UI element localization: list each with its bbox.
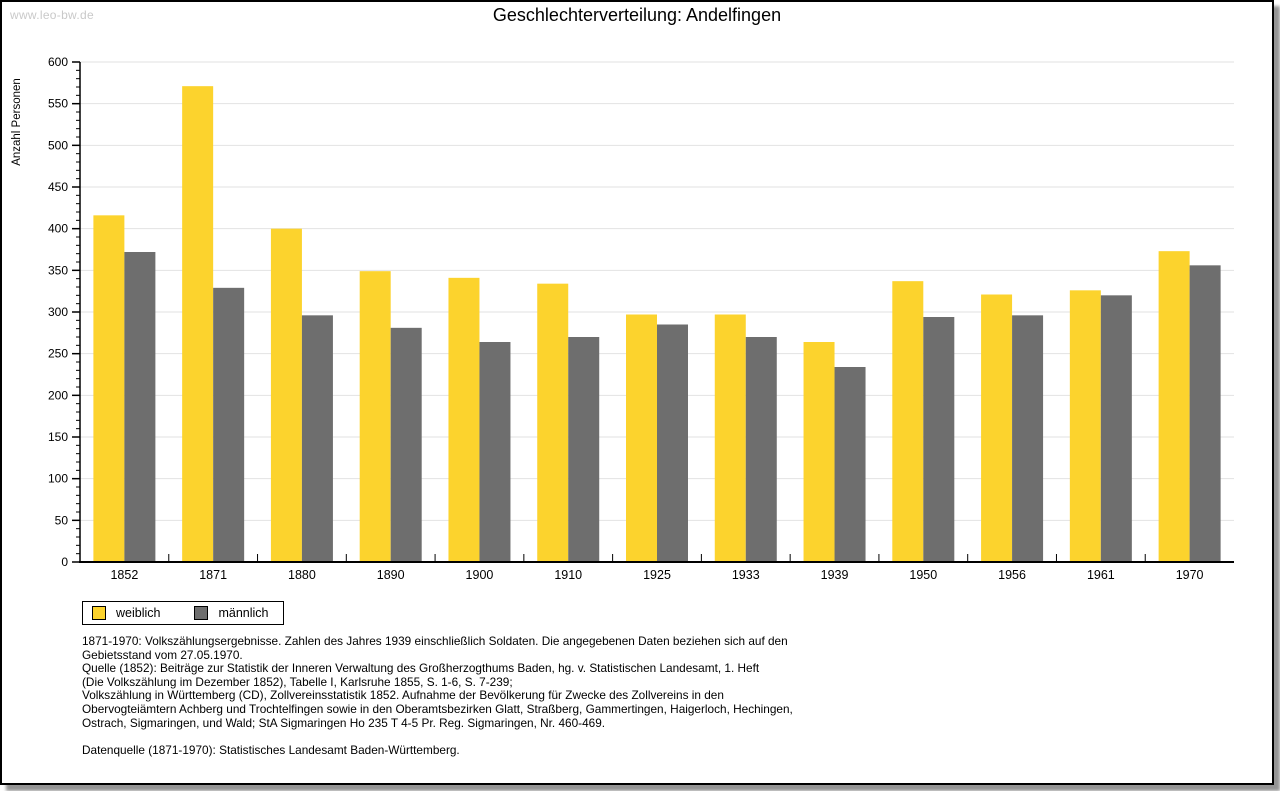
bar-maennlich-1852 bbox=[124, 252, 156, 562]
x-tick-label: 1890 bbox=[377, 568, 405, 582]
y-tick-label: 550 bbox=[48, 97, 68, 111]
x-tick-label: 1852 bbox=[110, 568, 138, 582]
bar-chart: 1852 1871 1880 1890 1900 1910 1925 1933 1939 1950… bbox=[11, 55, 1234, 582]
legend-label-maennlich: männlich bbox=[218, 606, 269, 620]
y-tick-label: 500 bbox=[48, 138, 68, 152]
bar-maennlich-1871 bbox=[213, 287, 245, 562]
footnote-line: (Die Volkszählung im Dezember 1852), Tab… bbox=[82, 674, 513, 689]
y-tick-label: 350 bbox=[48, 263, 68, 277]
bar-maennlich-1939 bbox=[834, 367, 866, 562]
legend-item-weiblich: weiblich bbox=[92, 606, 160, 620]
y-tick-label: 50 bbox=[55, 513, 69, 527]
bar-weiblich-1852 bbox=[93, 215, 125, 563]
x-tick-label: 1900 bbox=[466, 568, 494, 582]
footnote-line: Volkszählung in Württemberg (CD), Zollve… bbox=[82, 688, 724, 703]
bar-weiblich-1900 bbox=[448, 277, 480, 562]
bar-weiblich-1910 bbox=[537, 283, 569, 562]
watermark: www.leo-bw.de bbox=[10, 8, 94, 22]
y-tick-label: 0 bbox=[61, 555, 68, 569]
legend: weiblich männlich bbox=[82, 601, 284, 625]
y-tick-label: 600 bbox=[48, 55, 68, 69]
footnote-line: 1871-1970: Volkszählungsergebnisse. Zahl… bbox=[82, 634, 788, 648]
legend-swatch-maennlich bbox=[194, 606, 209, 620]
bar-maennlich-1933 bbox=[745, 337, 777, 562]
y-axis-title: Anzahl Personen bbox=[11, 78, 23, 166]
x-tick-label: 1939 bbox=[821, 568, 849, 582]
bar-maennlich-1970 bbox=[1189, 265, 1221, 562]
bar-maennlich-1956 bbox=[1012, 315, 1044, 562]
bar-maennlich-1910 bbox=[568, 337, 600, 562]
footnote-line: Obervogteiämtern Achberg und Trochtelfin… bbox=[82, 701, 793, 716]
legend-swatch-weiblich bbox=[92, 606, 106, 620]
x-tick-label: 1956 bbox=[998, 568, 1026, 582]
bar-weiblich-1939 bbox=[803, 342, 835, 562]
bar-maennlich-1950 bbox=[923, 317, 955, 562]
bar-weiblich-1925 bbox=[626, 314, 657, 562]
bar-weiblich-1950 bbox=[892, 281, 924, 562]
bar-weiblich-1890 bbox=[359, 271, 391, 562]
bar-maennlich-1961 bbox=[1100, 295, 1132, 562]
x-tick-label: 1880 bbox=[288, 568, 316, 582]
y-tick-label: 100 bbox=[48, 472, 68, 486]
bar-maennlich-1890 bbox=[390, 327, 422, 562]
bar-maennlich-1900 bbox=[479, 342, 511, 562]
bar-maennlich-1880 bbox=[301, 315, 333, 562]
legend-label-weiblich: weiblich bbox=[116, 606, 161, 620]
y-tick-label: 450 bbox=[48, 180, 68, 194]
y-tick-label: 300 bbox=[48, 305, 68, 319]
y-tick-label: 200 bbox=[48, 388, 68, 402]
x-tick-label: 1970 bbox=[1176, 568, 1204, 582]
footnote-line: Gebietsstand vom 27.05.1970. bbox=[82, 647, 243, 662]
legend-item-maennlich: männlich bbox=[194, 606, 269, 620]
bar-weiblich-1871 bbox=[182, 86, 214, 563]
y-tick-label: 400 bbox=[48, 222, 68, 236]
footnotes: 1871-1970: Volkszählungsergebnisse. Zahl… bbox=[82, 634, 1182, 758]
x-tick-label: 1950 bbox=[909, 568, 937, 582]
x-tick-label: 1933 bbox=[732, 568, 760, 582]
bar-weiblich-1961 bbox=[1069, 290, 1101, 562]
x-tick-label: 1961 bbox=[1087, 568, 1115, 582]
footnote-datasource: Datenquelle (1871-1970): Statistisches L… bbox=[82, 743, 460, 758]
bar-maennlich-1925 bbox=[657, 324, 688, 562]
x-tick-label: 1910 bbox=[554, 568, 582, 582]
bar-weiblich-1956 bbox=[981, 294, 1013, 562]
bar-weiblich-1970 bbox=[1158, 251, 1190, 562]
footnote-line: Quelle (1852): Beiträge zur Statistik de… bbox=[82, 661, 760, 676]
bar-weiblich-1933 bbox=[714, 314, 746, 562]
x-tick-label: 1925 bbox=[643, 568, 671, 582]
y-tick-label: 150 bbox=[48, 430, 68, 444]
footnote-line: Ostrach, Sigmaringen, und Wald; StA Sigm… bbox=[82, 715, 606, 730]
y-tick-label: 250 bbox=[48, 347, 68, 361]
bar-weiblich-1880 bbox=[270, 228, 302, 562]
page-title: Geschlechterverteilung: Andelfingen bbox=[492, 5, 782, 25]
x-tick-label: 1871 bbox=[199, 568, 227, 582]
